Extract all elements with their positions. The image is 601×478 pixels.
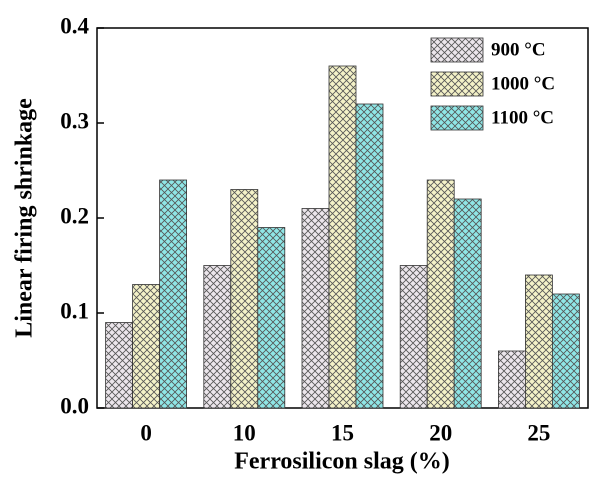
bar [132, 284, 161, 409]
legend-swatch [430, 105, 484, 131]
bar [453, 198, 482, 409]
y-tick-label: 0.0 [60, 393, 89, 418]
x-tick-label: 20 [429, 420, 452, 445]
y-tick-label: 0.2 [60, 203, 89, 228]
x-axis-title: Ferrosilicon slag (%) [234, 449, 450, 475]
bar [525, 274, 553, 409]
bar [328, 65, 357, 409]
bar [426, 179, 455, 409]
x-tick-label: 25 [527, 420, 550, 445]
bar [301, 208, 330, 409]
bar [230, 189, 259, 409]
bar [497, 350, 526, 409]
y-axis-title: Linear firing shrinkage [12, 98, 38, 338]
legend-label: 900 °C [491, 39, 546, 60]
x-tick-label: 0 [140, 420, 152, 445]
bar [203, 265, 232, 409]
legend-swatch [430, 71, 484, 97]
y-tick-label: 0.1 [60, 298, 89, 323]
y-tick-label: 0.3 [60, 108, 89, 133]
bar [399, 265, 428, 409]
legend-swatch [430, 37, 484, 63]
bar [105, 322, 133, 409]
legend-label: 1100 °C [491, 107, 554, 128]
legend-label: 1000 °C [491, 73, 555, 94]
bar [257, 227, 286, 409]
bar [159, 179, 188, 409]
y-tick-label: 0.4 [60, 13, 89, 38]
bar [355, 103, 384, 409]
bar [552, 293, 580, 409]
x-tick-label: 10 [233, 420, 256, 445]
x-tick-label: 15 [331, 420, 354, 445]
